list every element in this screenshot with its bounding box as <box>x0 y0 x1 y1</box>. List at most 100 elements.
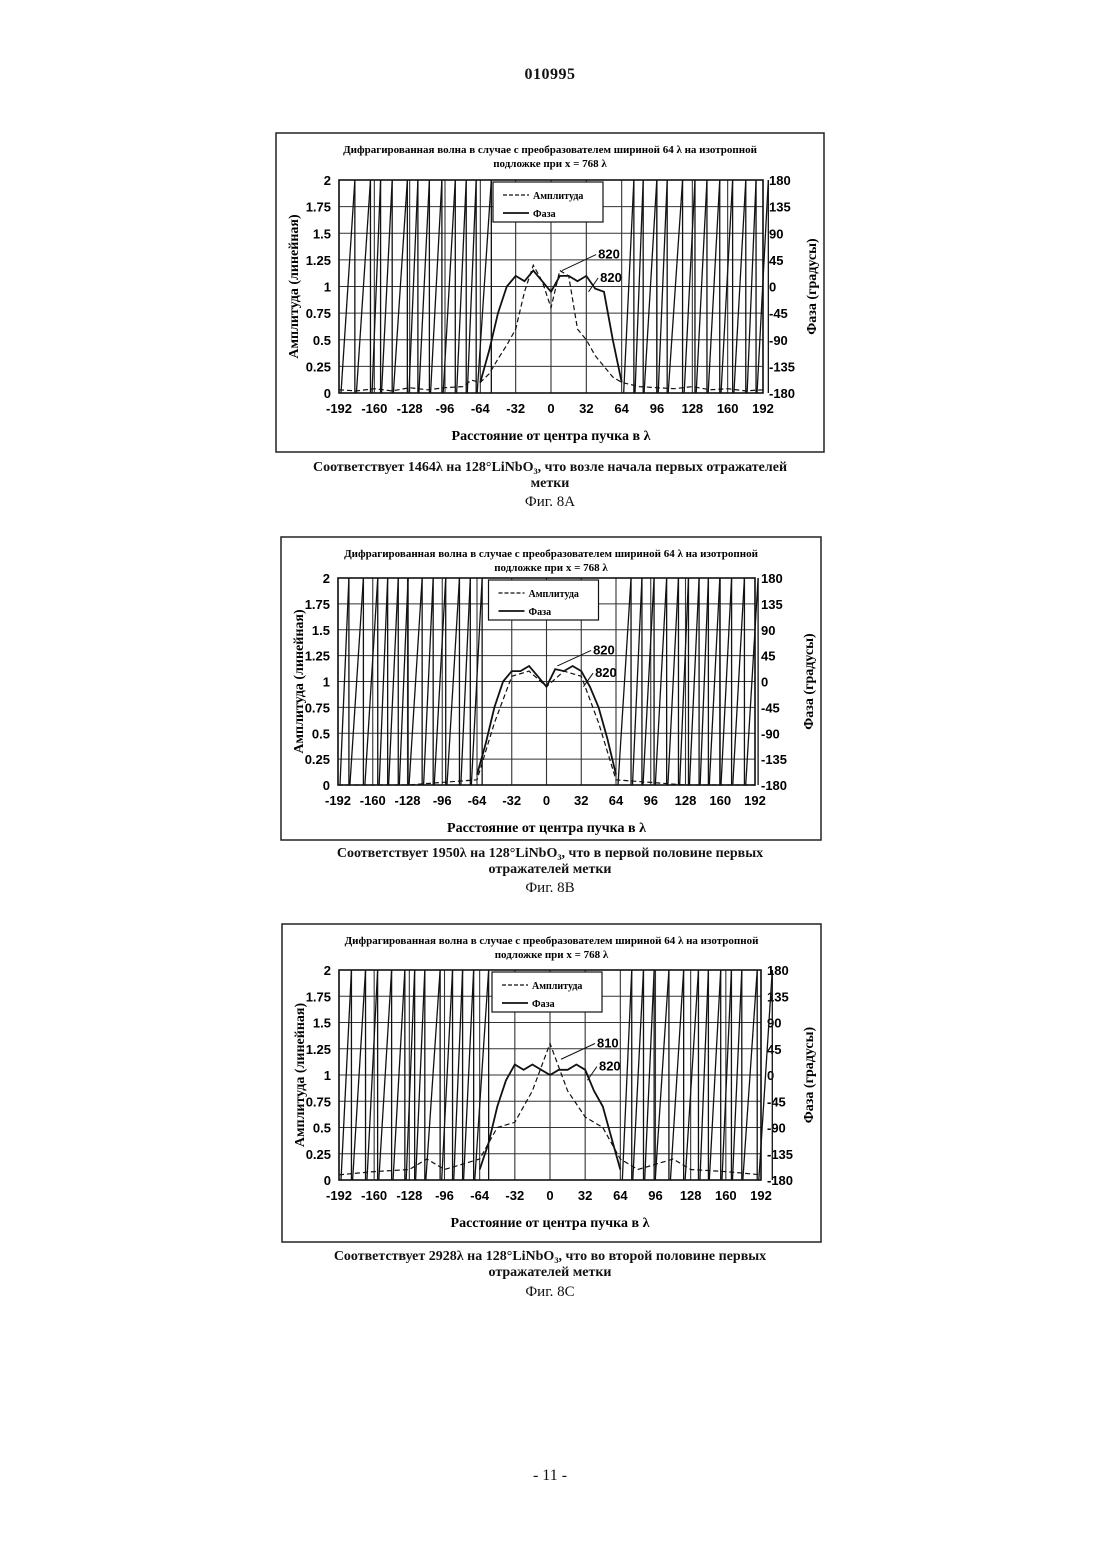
x-tick-label: -160 <box>361 401 387 416</box>
y2-tick-label: 0 <box>767 1068 774 1083</box>
y2-tick-label: 135 <box>769 200 791 215</box>
x-axis-label: Расстояние от центра пучка в λ <box>451 1216 650 1231</box>
chart-title-line2: подложке при x = 768 λ <box>495 949 609 961</box>
ref-leader <box>557 650 591 666</box>
x-tick-label: 192 <box>750 1188 772 1203</box>
y2-tick-label: 180 <box>769 173 791 188</box>
y2-axis-label: Фаза (градусы) <box>805 238 820 335</box>
chart-8b: Дифрагированная волна в случае с преобра… <box>277 536 825 841</box>
x-tick-label: -96 <box>433 793 452 808</box>
ref-numeral-1: 820 <box>598 247 620 262</box>
x-tick-label: 128 <box>675 793 697 808</box>
y-tick-label: 1.5 <box>313 1016 331 1031</box>
y2-tick-label: 90 <box>761 623 775 638</box>
x-tick-label: -128 <box>396 1188 422 1203</box>
y-tick-label: 1.75 <box>306 200 331 215</box>
y2-tick-label: 90 <box>769 226 783 241</box>
x-tick-label: -32 <box>502 793 521 808</box>
x-tick-label: -128 <box>397 401 423 416</box>
x-tick-label: 0 <box>547 401 554 416</box>
ref-numeral-1: 810 <box>597 1036 619 1051</box>
legend-label-phase: Фаза <box>533 209 556 220</box>
legend: АмплитудаФаза <box>493 182 603 222</box>
chart-title-line1: Дифрагированная волна в случае с преобра… <box>344 548 758 560</box>
x-axis-label: Расстояние от центра пучка в λ <box>447 821 646 836</box>
x-tick-label: 160 <box>715 1188 737 1203</box>
x-tick-label: 32 <box>574 793 588 808</box>
x-tick-label: 0 <box>546 1188 553 1203</box>
y-tick-label: 1.25 <box>305 649 330 664</box>
figure-caption: Соответствует 1950λ на 128°LiNbO₃, что в… <box>0 846 1100 878</box>
x-tick-label: 32 <box>579 401 593 416</box>
y-tick-label: 0.25 <box>305 752 330 767</box>
chart-8a: Дифрагированная волна в случае с преобра… <box>272 132 828 453</box>
y2-tick-label: -90 <box>767 1121 786 1136</box>
y2-tick-label: 45 <box>761 649 775 664</box>
ref-numeral-2: 820 <box>600 270 622 285</box>
y-tick-label: 0.5 <box>313 333 331 348</box>
x-tick-label: -32 <box>506 401 525 416</box>
y-tick-label: 0 <box>323 778 330 793</box>
y-tick-label: 1 <box>323 675 330 690</box>
ref-leader <box>561 1044 595 1060</box>
x-tick-label: -192 <box>326 1188 352 1203</box>
x-tick-label: -192 <box>325 793 351 808</box>
chart-title-line1: Дифрагированная волна в случае с преобра… <box>345 935 759 947</box>
figure-caption-line2: отражателей метки <box>0 1265 1100 1281</box>
x-tick-label: -192 <box>326 401 352 416</box>
legend: АмплитудаФаза <box>489 580 599 620</box>
x-tick-label: 96 <box>648 1188 662 1203</box>
y-tick-label: 0.75 <box>306 306 331 321</box>
legend-label-phase: Фаза <box>529 607 552 618</box>
y2-tick-label: -180 <box>767 1173 793 1188</box>
x-tick-label: 128 <box>680 1188 702 1203</box>
y2-tick-label: 45 <box>769 253 783 268</box>
x-tick-label: -64 <box>468 793 488 808</box>
x-tick-label: -32 <box>505 1188 524 1203</box>
x-tick-label: 64 <box>614 401 629 416</box>
ref-numeral-1: 820 <box>593 642 615 657</box>
y2-tick-label: -45 <box>767 1094 786 1109</box>
page-footer: - 11 - <box>0 1467 1100 1485</box>
ref-numeral-2: 820 <box>599 1059 621 1074</box>
x-tick-label: 0 <box>543 793 550 808</box>
y2-axis-label: Фаза (градусы) <box>802 1026 817 1123</box>
y2-tick-label: -45 <box>761 700 780 715</box>
page-number: 010995 <box>0 66 1100 84</box>
x-tick-label: 96 <box>650 401 664 416</box>
x-tick-label: 96 <box>644 793 658 808</box>
y2-tick-label: -90 <box>761 726 780 741</box>
y-tick-label: 0.5 <box>312 726 330 741</box>
x-tick-label: -160 <box>361 1188 387 1203</box>
y-tick-label: 2 <box>324 173 331 188</box>
y-tick-label: 1.75 <box>306 989 331 1004</box>
y-tick-label: 0.75 <box>306 1094 331 1109</box>
y-tick-label: 1.5 <box>312 623 330 638</box>
figure-caption-line1: Соответствует 1464λ на 128°LiNbO₃, что в… <box>0 460 1100 476</box>
y-tick-label: 0 <box>324 386 331 401</box>
y-axis-label: Амплитуда (линейная) <box>293 1003 308 1148</box>
y-tick-label: 0.75 <box>305 700 330 715</box>
y-tick-label: 1.75 <box>305 597 330 612</box>
x-tick-label: -96 <box>436 401 455 416</box>
y-tick-label: 0.25 <box>306 359 331 374</box>
y-tick-label: 1.5 <box>313 226 331 241</box>
y-tick-label: 0.5 <box>313 1121 331 1136</box>
y-tick-label: 1 <box>324 280 331 295</box>
x-tick-label: 160 <box>717 401 739 416</box>
y2-tick-label: -45 <box>769 306 788 321</box>
x-tick-label: 192 <box>752 401 774 416</box>
figure-label: Фиг. 8A <box>0 494 1100 511</box>
figure-caption-line2: отражателей метки <box>0 862 1100 878</box>
x-tick-label: -128 <box>394 793 420 808</box>
y2-tick-label: 45 <box>767 1042 781 1057</box>
y-axis-label: Амплитуда (линейная) <box>292 609 307 754</box>
legend: АмплитудаФаза <box>492 972 602 1012</box>
y-tick-label: 0 <box>324 1173 331 1188</box>
y2-axis-label: Фаза (градусы) <box>802 633 817 730</box>
y-tick-label: 1 <box>324 1068 331 1083</box>
x-tick-label: 128 <box>681 401 703 416</box>
x-tick-label: -160 <box>360 793 386 808</box>
x-tick-label: -64 <box>470 1188 490 1203</box>
x-tick-label: 64 <box>609 793 624 808</box>
